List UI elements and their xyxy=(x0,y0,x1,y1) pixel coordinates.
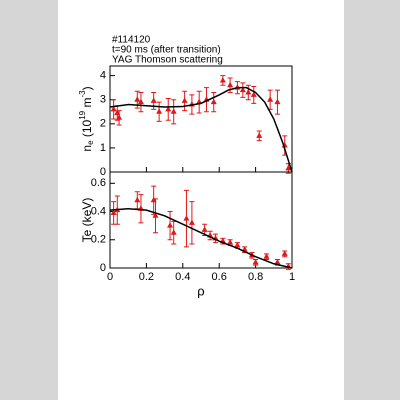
y-axis-label-part: n xyxy=(80,145,94,152)
data-point xyxy=(134,96,141,102)
x-tick-label: 1 xyxy=(289,271,295,283)
data-point xyxy=(183,215,190,221)
data-point xyxy=(210,98,217,105)
data-point xyxy=(165,105,172,112)
data-point xyxy=(274,258,281,265)
data-point xyxy=(201,226,208,232)
data-point xyxy=(227,239,234,245)
data-point xyxy=(267,96,274,102)
y-tick-label: 4 xyxy=(100,70,106,82)
y-axis-label-part: -3 xyxy=(78,90,87,98)
y-tick-label: 0.4 xyxy=(91,205,106,217)
data-point xyxy=(181,97,188,103)
data-point xyxy=(219,76,226,83)
paper xyxy=(58,0,344,400)
data-point xyxy=(170,108,177,114)
data-point xyxy=(239,86,246,93)
y-tick-label: 0.2 xyxy=(91,234,106,246)
data-point xyxy=(134,196,141,203)
y-axis-label: ne (1019 m-3) xyxy=(78,86,95,151)
annotation: YAG Thomson scattering xyxy=(112,55,223,66)
x-tick-label: 0 xyxy=(107,271,113,283)
data-point xyxy=(281,250,288,256)
data-point xyxy=(285,164,292,171)
x-axis-label: ρ xyxy=(197,283,204,298)
y-axis-label: Te (keV) xyxy=(80,198,94,243)
x-tick-label: 0.8 xyxy=(248,271,263,283)
annotation: t=90 ms (after transition) xyxy=(112,45,221,56)
data-point xyxy=(227,81,234,88)
data-point xyxy=(152,212,159,218)
data-point xyxy=(167,222,174,228)
data-point xyxy=(252,258,259,265)
data-point xyxy=(150,97,157,103)
y-tick-label: 3 xyxy=(100,94,106,106)
data-point xyxy=(250,91,257,97)
x-tick-label: 0.6 xyxy=(212,271,227,283)
data-point xyxy=(116,114,123,120)
fit-line xyxy=(109,207,293,269)
y-axis-label-part: ) xyxy=(80,86,94,90)
data-point xyxy=(188,219,195,225)
data-point xyxy=(263,253,270,259)
x-tick-label: 0.4 xyxy=(175,271,190,283)
fit-line xyxy=(109,86,293,173)
y-axis-label-part: (10 xyxy=(80,119,94,140)
y-tick-label: 0.6 xyxy=(91,177,106,189)
data-point xyxy=(137,98,144,105)
data-point xyxy=(234,241,241,248)
data-point xyxy=(110,105,117,112)
y-axis-label-part: e xyxy=(86,140,95,145)
data-point xyxy=(156,108,163,114)
y-tick-label: 0 xyxy=(100,166,106,178)
y-tick-label: 0 xyxy=(100,262,106,274)
plot-frame xyxy=(109,171,293,269)
annotation: #114120 xyxy=(112,35,151,46)
y-tick-label: 1 xyxy=(100,142,106,154)
data-point xyxy=(245,89,252,95)
y-axis-label-part: m xyxy=(80,98,94,111)
data-point xyxy=(170,229,177,235)
data-point xyxy=(110,209,117,215)
y-tick-label: 2 xyxy=(100,118,106,130)
data-point xyxy=(256,132,263,138)
data-point xyxy=(274,98,281,105)
x-tick-label: 0.2 xyxy=(139,271,154,283)
y-axis-label-part: 19 xyxy=(78,110,87,119)
